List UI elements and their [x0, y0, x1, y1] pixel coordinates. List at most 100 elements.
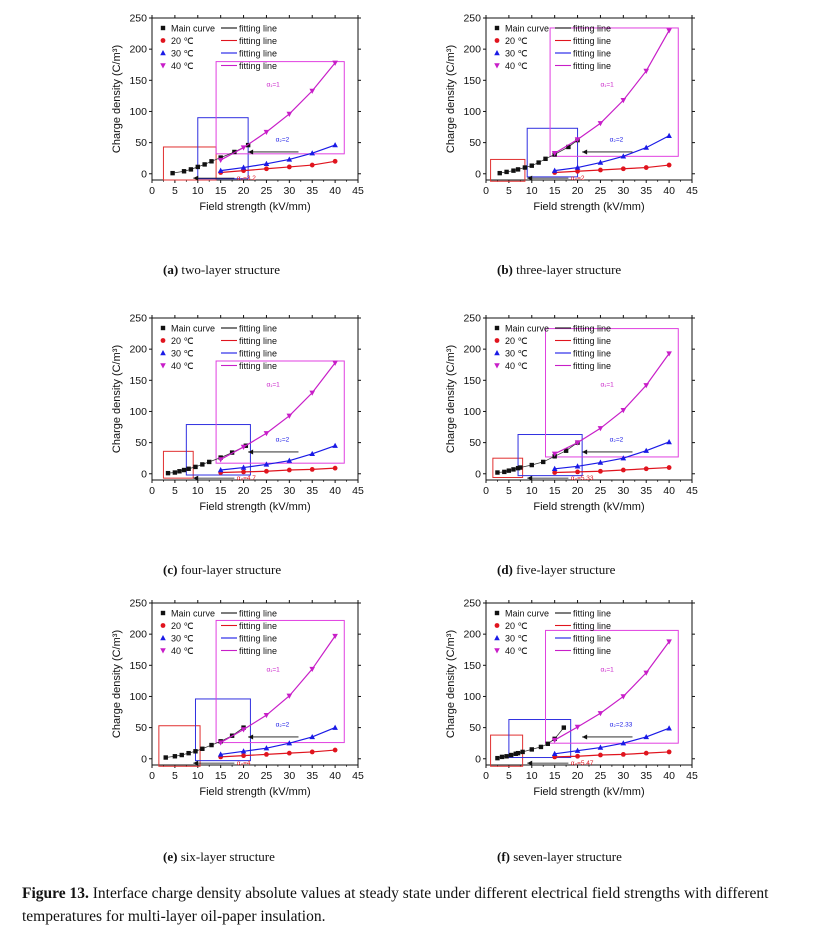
- y-tick-label: 0: [475, 753, 481, 765]
- x-tick-label: 20: [572, 770, 584, 782]
- data-point: [309, 733, 316, 740]
- data-point: [508, 752, 514, 758]
- highlight-box-20: [492, 457, 524, 479]
- fit-line-3: [220, 635, 336, 744]
- data-point: [597, 159, 604, 165]
- legend-fit-label: fitting line: [573, 336, 611, 346]
- data-point: [538, 744, 544, 750]
- data-point: [240, 145, 247, 151]
- annotation-alpha1: α₁=1: [266, 667, 280, 674]
- data-point: [643, 733, 650, 740]
- x-tick-label: 5: [172, 185, 178, 197]
- legend-fit-label: fitting line: [573, 634, 611, 644]
- data-point: [497, 170, 502, 176]
- x-tick-label: 45: [352, 770, 364, 782]
- data-point: [241, 753, 246, 759]
- highlight-box-30: [508, 719, 572, 759]
- x-tick-label: 30: [617, 485, 629, 497]
- data-point: [620, 166, 626, 172]
- fit-line-1: [554, 466, 670, 474]
- annotation-alpha1: α₁=1: [266, 82, 280, 89]
- legend-label: 20 ℃: [505, 621, 528, 631]
- highlight-box-40: [215, 619, 345, 744]
- data-point: [217, 157, 224, 164]
- x-axis-label: Field strength (kV/mm): [533, 201, 644, 213]
- data-point: [165, 470, 171, 476]
- annotation-alpha1: α₁=1: [600, 82, 614, 89]
- data-point: [529, 163, 534, 168]
- x-tick-label: 20: [238, 770, 250, 782]
- data-point: [217, 740, 224, 746]
- legend-fit-label: fitting line: [239, 24, 277, 34]
- y-tick-label: 200: [129, 629, 147, 641]
- y-tick-label: 250: [129, 313, 147, 325]
- data-point: [597, 426, 604, 432]
- chart-panel-c: 0 5 10 15 20 25 30 35 40 45 0 50 100 150 200 250 Field s…: [111, 313, 364, 514]
- data-point: [186, 750, 191, 756]
- x-tick-label: 40: [663, 770, 675, 782]
- y-axis-label: Charge density (C/m³): [111, 345, 123, 453]
- data-point: [332, 747, 338, 753]
- data-point: [193, 749, 198, 754]
- arrowhead: [193, 175, 199, 181]
- data-point: [597, 711, 604, 717]
- fit-line-1: [220, 749, 336, 758]
- fit-line-3: [554, 353, 670, 455]
- data-point: [264, 166, 269, 172]
- arrowhead: [527, 175, 533, 181]
- data-point: [263, 431, 270, 437]
- data-point: [240, 727, 247, 733]
- data-point: [181, 169, 187, 174]
- data-point: [240, 444, 247, 450]
- x-tick-label: 25: [595, 770, 607, 782]
- x-tick-label: 0: [149, 485, 155, 497]
- data-point: [163, 755, 168, 760]
- y-tick-label: 250: [463, 13, 481, 25]
- legend: Main curve fitting line 20 ℃ fitting line 30…: [494, 24, 611, 71]
- chart-panel-b: 0 5 10 15 20 25 30 35 40 45 0 50 100 150 200 250 Field s…: [445, 13, 698, 214]
- legend-label: 20 ℃: [171, 621, 194, 631]
- legend-label: 30 ℃: [505, 349, 528, 359]
- legend-marker: [160, 610, 166, 616]
- data-point: [574, 164, 581, 170]
- fit-line-main: [165, 727, 244, 758]
- fit-line-2: [220, 445, 336, 471]
- legend-marker: [494, 635, 500, 641]
- data-point: [575, 168, 580, 174]
- legend-label: 20 ℃: [505, 336, 528, 346]
- figure-caption: Figure 13. Interface charge density abso…: [22, 882, 822, 928]
- highlight-box-40: [215, 61, 345, 155]
- data-point: [666, 725, 672, 731]
- data-point: [286, 693, 293, 699]
- x-tick-label: 25: [595, 185, 607, 197]
- y-tick-label: 150: [129, 660, 147, 672]
- annotation-alpha1: α₁=1: [600, 382, 614, 389]
- x-tick-label: 30: [283, 185, 295, 197]
- y-tick-label: 200: [129, 344, 147, 356]
- data-point: [217, 457, 224, 463]
- legend-label: 30 ℃: [171, 634, 194, 644]
- data-point: [263, 129, 270, 136]
- x-tick-label: 0: [149, 770, 155, 782]
- legend-label: 30 ℃: [171, 349, 194, 359]
- data-point: [536, 160, 541, 165]
- arrowhead: [527, 760, 533, 766]
- x-tick-label: 10: [192, 770, 204, 782]
- data-point: [666, 132, 672, 138]
- legend-fit-label: fitting line: [573, 324, 611, 334]
- chart-panel-d: 0 5 10 15 20 25 30 35 40 45 0 50 100 150 200 250 Field s…: [445, 313, 698, 514]
- data-point: [643, 750, 649, 756]
- legend-marker: [160, 363, 166, 369]
- data-point: [551, 167, 558, 173]
- data-point: [240, 748, 247, 754]
- data-point: [597, 459, 604, 465]
- data-point: [209, 159, 214, 164]
- y-tick-label: 250: [129, 13, 147, 25]
- x-tick-label: 15: [215, 485, 227, 497]
- data-point: [499, 754, 505, 760]
- data-point: [551, 151, 558, 157]
- data-point: [575, 469, 580, 475]
- y-axis-label: Charge density (C/m³): [111, 630, 123, 738]
- data-point: [209, 742, 214, 748]
- x-tick-label: 5: [506, 485, 512, 497]
